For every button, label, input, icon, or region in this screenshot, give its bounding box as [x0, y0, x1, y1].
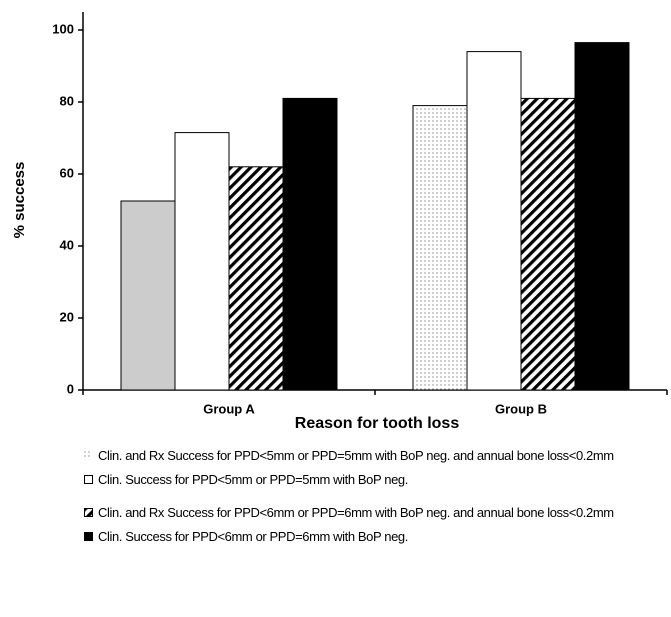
- y-tick-label: 60: [60, 165, 74, 180]
- legend-label: Clin. Success for PPD<5mm or PPD=5mm wit…: [98, 472, 408, 487]
- legend-marker: [84, 475, 93, 484]
- legend-swatch: [84, 532, 93, 541]
- chart: % success Reason for tooth loss 0 20 40 60 8…: [11, 12, 668, 432]
- y-tick-label: 40: [60, 237, 74, 252]
- bar: [120, 200, 176, 391]
- bar: [282, 97, 338, 391]
- y-axis-label: % success: [11, 162, 28, 239]
- legend-marker: [84, 451, 93, 460]
- legend-item: Clin. Success for PPD<6mm or PPD=6mm wit…: [84, 529, 624, 544]
- y-tick-label: 100: [52, 21, 74, 36]
- legend-marker: [84, 508, 93, 517]
- y-tick-label: 80: [60, 93, 74, 108]
- legend-marker: [84, 532, 93, 541]
- bar: [412, 105, 468, 391]
- bar: [174, 132, 230, 391]
- legend-item: Clin. and Rx Success for PPD<5mm or PPD=…: [84, 448, 624, 463]
- bar: [520, 97, 576, 391]
- legend-label: Clin. and Rx Success for PPD<6mm or PPD=…: [98, 505, 614, 520]
- legend-item: Clin. Success for PPD<5mm or PPD=5mm wit…: [84, 472, 624, 487]
- legend: Clin. and Rx Success for PPD<5mm or PPD=…: [84, 448, 624, 553]
- legend-label: Clin. and Rx Success for PPD<5mm or PPD=…: [98, 448, 614, 463]
- bar: [574, 42, 630, 391]
- legend-swatch: [84, 451, 93, 460]
- y-tick-label: 20: [60, 309, 74, 324]
- legend-item: Clin. and Rx Success for PPD<6mm or PPD=…: [84, 505, 624, 520]
- bar: [466, 51, 522, 391]
- x-axis-label: Reason for tooth loss: [295, 415, 460, 432]
- x-tick-label: Group B: [495, 401, 547, 416]
- x-tick-label: Group A: [203, 401, 255, 416]
- legend-swatch: [84, 475, 93, 484]
- bar: [228, 166, 284, 391]
- legend-swatch: [84, 508, 93, 517]
- legend-label: Clin. Success for PPD<6mm or PPD=6mm wit…: [98, 529, 408, 544]
- y-tick-label: 0: [67, 381, 74, 396]
